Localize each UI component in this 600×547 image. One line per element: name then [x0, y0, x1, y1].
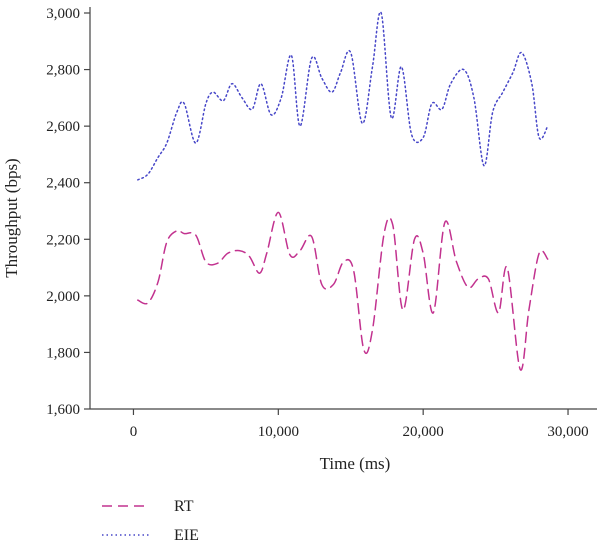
legend-label-rt: RT	[174, 498, 194, 515]
y-tick-label: 2,400	[46, 176, 80, 192]
series-line-eie	[137, 11, 549, 181]
y-axis-title: Throughput (bps)	[2, 158, 21, 277]
x-ticks: 0 10,000 20,000 30,000	[130, 409, 589, 440]
x-tick-label: 10,000	[258, 424, 299, 440]
legend-label-eie: EIE	[174, 527, 199, 544]
legend-item-eie: EIE	[102, 527, 199, 544]
y-tick-label: 2,000	[46, 289, 80, 305]
x-axis-title: Time (ms)	[320, 454, 391, 473]
x-tick-label: 30,000	[547, 424, 588, 440]
series-layer	[137, 11, 549, 371]
x-tick-label: 20,000	[403, 424, 444, 440]
legend-item-rt: RT	[102, 498, 194, 515]
y-ticks: 1,600 1,800 2,000 2,200 2,400 2,600 2,800 3,000	[46, 6, 90, 418]
y-tick-label: 1,800	[46, 345, 80, 361]
series-line-rt	[137, 211, 549, 371]
x-tick-label: 0	[130, 424, 138, 440]
y-tick-label: 2,800	[46, 63, 80, 79]
y-tick-label: 3,000	[46, 6, 80, 22]
legend: RT EIE	[102, 498, 199, 544]
axes	[89, 7, 597, 410]
y-tick-label: 1,600	[46, 402, 80, 418]
y-tick-label: 2,600	[46, 119, 80, 135]
y-tick-label: 2,200	[46, 232, 80, 248]
